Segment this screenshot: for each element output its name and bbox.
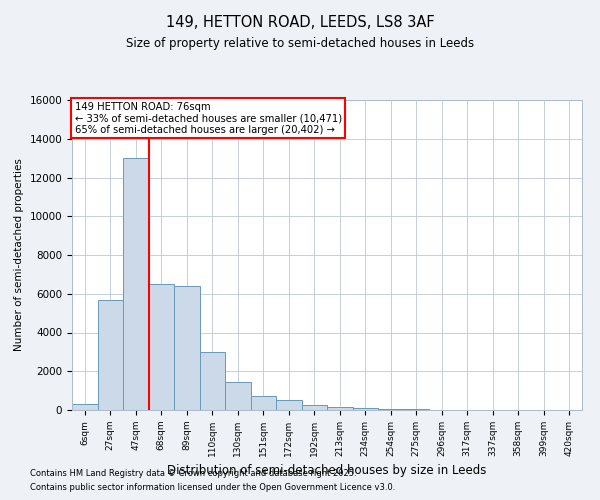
Text: Contains HM Land Registry data © Crown copyright and database right 2025.: Contains HM Land Registry data © Crown c… — [30, 468, 356, 477]
Bar — [251, 396, 276, 410]
Bar — [276, 400, 302, 410]
Bar — [149, 284, 174, 410]
Text: 149, HETTON ROAD, LEEDS, LS8 3AF: 149, HETTON ROAD, LEEDS, LS8 3AF — [166, 15, 434, 30]
X-axis label: Distribution of semi-detached houses by size in Leeds: Distribution of semi-detached houses by … — [167, 464, 487, 477]
Bar — [97, 300, 123, 410]
Y-axis label: Number of semi-detached properties: Number of semi-detached properties — [14, 158, 24, 352]
Text: Size of property relative to semi-detached houses in Leeds: Size of property relative to semi-detach… — [126, 38, 474, 51]
Bar — [378, 409, 404, 410]
Bar — [327, 406, 353, 410]
Bar — [225, 382, 251, 410]
Bar — [174, 286, 199, 410]
Text: Contains public sector information licensed under the Open Government Licence v3: Contains public sector information licen… — [30, 484, 395, 492]
Text: 149 HETTON ROAD: 76sqm
← 33% of semi-detached houses are smaller (10,471)
65% of: 149 HETTON ROAD: 76sqm ← 33% of semi-det… — [74, 102, 341, 134]
Bar — [72, 404, 97, 410]
Bar — [199, 352, 225, 410]
Bar — [302, 405, 327, 410]
Bar — [123, 158, 149, 410]
Bar — [353, 408, 378, 410]
